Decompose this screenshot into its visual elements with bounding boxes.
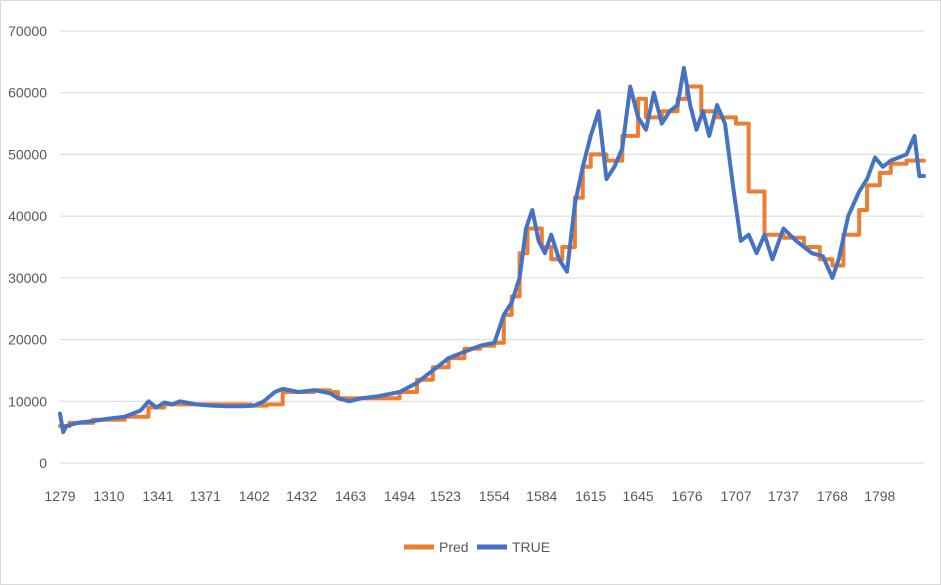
x-tick-label: 1494 [384,488,415,504]
x-axis-tick-labels: 1279 1310 1341 1371 1402 1432 1463 1494 1523 1554… [44,488,895,504]
x-tick-label: 1768 [817,488,848,504]
x-tick-label: 1279 [44,488,75,504]
x-tick-label: 1371 [190,488,221,504]
x-tick-label: 1737 [768,488,799,504]
x-tick-label: 1676 [671,488,702,504]
x-tick-label: 1554 [479,488,510,504]
x-tick-label: 1615 [575,488,606,504]
y-tick-label: 50000 [8,146,47,162]
x-tick-label: 1463 [335,488,366,504]
x-tick-label: 1645 [623,488,654,504]
y-tick-label: 10000 [8,393,47,409]
x-tick-label: 1310 [93,488,124,504]
y-tick-label: 40000 [8,208,47,224]
x-tick-label: 1432 [286,488,317,504]
y-tick-label: 20000 [8,332,47,348]
series-lines [58,66,926,435]
y-tick-label: 60000 [8,85,47,101]
x-tick-label: 1707 [720,488,751,504]
x-tick-label: 1798 [864,488,895,504]
x-tick-label: 1584 [526,488,557,504]
x-tick-label: 1523 [430,488,461,504]
y-tick-label: 0 [39,455,47,471]
x-tick-label: 1402 [239,488,270,504]
legend-label-true: TRUE [512,539,550,555]
legend: Pred TRUE [404,539,550,555]
y-tick-label: 30000 [8,270,47,286]
gridlines [60,30,924,402]
legend-label-pred: Pred [439,539,469,555]
y-axis-tick-labels: 0 10000 20000 30000 40000 50000 60000 70000 [8,23,47,471]
x-tick-label: 1341 [142,488,173,504]
y-tick-label: 70000 [8,23,47,39]
series-line-true [58,66,926,435]
series-line-pred [58,84,926,428]
